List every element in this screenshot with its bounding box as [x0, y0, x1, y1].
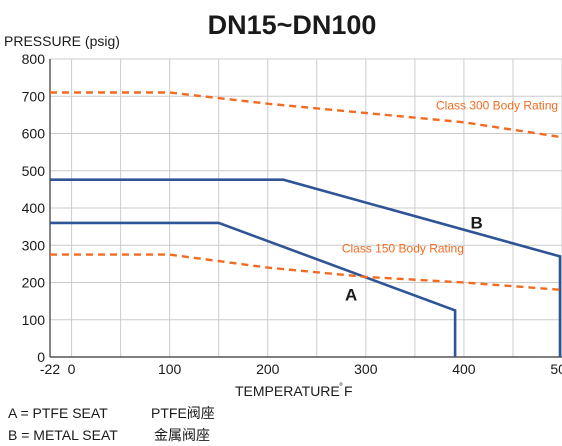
legend: A = PTFE SEAT PTFE阀座 B = METAL SEAT 金属阀座	[8, 405, 215, 443]
annotation-b: B	[471, 213, 483, 232]
x-axis-label-group: TEMPERATURE °F	[235, 382, 353, 399]
x-tick-label: 200	[256, 361, 280, 377]
y-tick-label: 100	[22, 312, 46, 328]
y-tick-label: 400	[22, 200, 46, 216]
y-tick-label: 700	[22, 88, 46, 104]
legend-entry-a-cn: PTFE阀座	[151, 405, 215, 421]
annotation-class-300-body-rating: Class 300 Body Rating	[436, 98, 558, 112]
y-tick-label: 0	[37, 349, 45, 365]
legend-entry-a: A = PTFE SEAT	[8, 405, 108, 421]
x-tick-label: 0	[68, 361, 76, 377]
x-tick-label: 100	[158, 361, 182, 377]
y-tick-label: 600	[22, 126, 46, 142]
y-tick-label: 800	[22, 51, 46, 67]
x-tick-label: -22	[40, 361, 60, 377]
y-axis-label: PRESSURE (psig)	[4, 33, 120, 49]
legend-entry-b: B = METAL SEAT	[8, 427, 118, 443]
x-tick-label: 300	[354, 361, 378, 377]
y-tick-label: 200	[22, 275, 46, 291]
annotation-class-150-body-rating: Class 150 Body Rating	[342, 242, 464, 256]
chart-title: DN15~DN100	[208, 10, 377, 40]
series-line-b	[50, 178, 562, 357]
y-tick-label: 300	[22, 237, 46, 253]
x-tick-label: 400	[452, 361, 476, 377]
series-line-class-150-body-rating	[50, 253, 562, 292]
series-line-a	[50, 221, 457, 357]
x-axis-label: TEMPERATURE	[235, 383, 340, 399]
y-tick-label: 500	[22, 163, 46, 179]
grid	[49, 58, 562, 358]
x-tick-label: 500	[550, 361, 562, 377]
annotation-a: A	[345, 285, 357, 304]
x-axis-unit: °F	[339, 382, 353, 399]
series-line-class-300-body-rating	[50, 91, 562, 139]
series-lines	[50, 91, 562, 357]
annotations: A B Class 300 Body Rating Class 150 Body Ra…	[342, 98, 558, 304]
legend-entry-b-cn: 金属阀座	[154, 427, 210, 443]
